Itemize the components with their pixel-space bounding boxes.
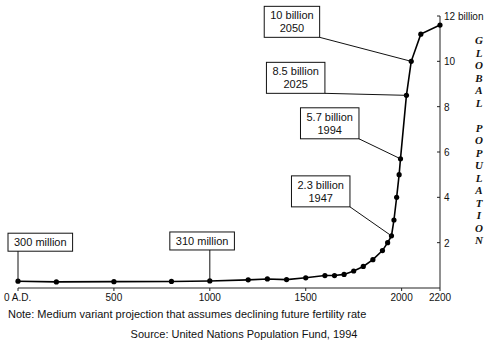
y-tick-label: 8	[444, 102, 450, 113]
source: Source: United Nations Population Fund, …	[131, 328, 358, 340]
annotation-connector	[350, 207, 392, 236]
y-tick-label: 12 billion	[444, 11, 483, 22]
population-point	[351, 268, 356, 273]
annotation: 5.7 billion1994	[300, 108, 400, 159]
population-point	[341, 272, 346, 277]
x-tick-label: 0 A.D.	[4, 292, 31, 303]
annotation-box	[300, 108, 358, 139]
population-point	[380, 248, 385, 253]
annotation-text: 2050	[280, 22, 304, 34]
population-point	[332, 273, 337, 278]
note: Note: Medium variant projection that ass…	[8, 308, 366, 320]
population-point	[391, 217, 396, 222]
population-point	[54, 279, 59, 284]
population-point	[169, 279, 174, 284]
annotation-text: 300 million	[14, 236, 67, 248]
population-point	[111, 279, 116, 284]
x-tick-label: 500	[106, 292, 123, 303]
population-point	[385, 240, 390, 245]
annotation-connector	[209, 250, 210, 281]
annotation: 310 million	[170, 232, 235, 281]
x-tick	[440, 288, 441, 291]
annotation: 10 billion2050	[264, 6, 411, 61]
y-tick-label: 10	[444, 56, 456, 67]
y-tick	[437, 106, 440, 107]
annotation-connector	[359, 139, 401, 159]
y-tick	[437, 242, 440, 243]
annotation-connector	[320, 37, 412, 61]
y-tick-label: 2	[444, 238, 450, 249]
x-tick	[209, 288, 210, 291]
annotation: 300 million	[8, 233, 73, 281]
y-tick	[437, 152, 440, 153]
annotation-box	[266, 62, 324, 93]
population-point	[284, 277, 289, 282]
population-point	[370, 257, 375, 262]
annotation-connector	[325, 93, 407, 95]
annotation-box	[291, 176, 349, 207]
x-tick	[305, 288, 306, 291]
plot-area	[15, 22, 442, 284]
population-point	[418, 32, 423, 37]
annotation-text: 310 million	[176, 235, 229, 247]
population-point	[394, 195, 399, 200]
annotation-connector	[18, 251, 19, 281]
x-tick	[401, 288, 402, 291]
y-tick	[437, 61, 440, 62]
x-tick-label: 1500	[295, 292, 318, 303]
population-point	[246, 277, 251, 282]
x-axis	[18, 288, 440, 289]
annotation-box	[264, 6, 319, 37]
population-point	[322, 273, 327, 278]
annotation-text: 8.5 billion	[272, 65, 318, 77]
annotation-text: 2025	[283, 78, 307, 90]
annotation: 2.3 billion1947	[291, 176, 391, 236]
annotation-text: 10 billion	[270, 9, 313, 21]
x-tick-label: 2000	[391, 292, 414, 303]
population-line	[18, 25, 440, 282]
population-point	[397, 172, 402, 177]
x-tick	[18, 288, 19, 291]
annotation-text: 1947	[308, 192, 332, 204]
y-tick	[437, 197, 440, 198]
x-tick-label: 1000	[199, 292, 222, 303]
chart: 0 A.D. 500 1000 1500 2000 2200 2 4 6 8 10 12 billio…	[0, 0, 488, 355]
population-point	[437, 22, 442, 27]
x-tick-label: 2200	[429, 292, 452, 303]
annotation-text: 2.3 billion	[297, 179, 343, 191]
annotation: 8.5 billion2025	[266, 62, 406, 95]
annotation-text: 5.7 billion	[306, 111, 352, 123]
population-point	[265, 276, 270, 281]
annotation-box	[8, 233, 73, 251]
annotation-box	[170, 232, 235, 250]
y-axis-label: GLOBAL POPULATION	[474, 34, 484, 246]
y-tick-label: 4	[444, 192, 450, 203]
population-point	[361, 264, 366, 269]
annotation-text: 1994	[317, 124, 341, 136]
population-point	[303, 275, 308, 280]
y-tick-label: 6	[444, 147, 450, 158]
y-tick	[437, 16, 440, 17]
x-tick	[113, 288, 114, 291]
